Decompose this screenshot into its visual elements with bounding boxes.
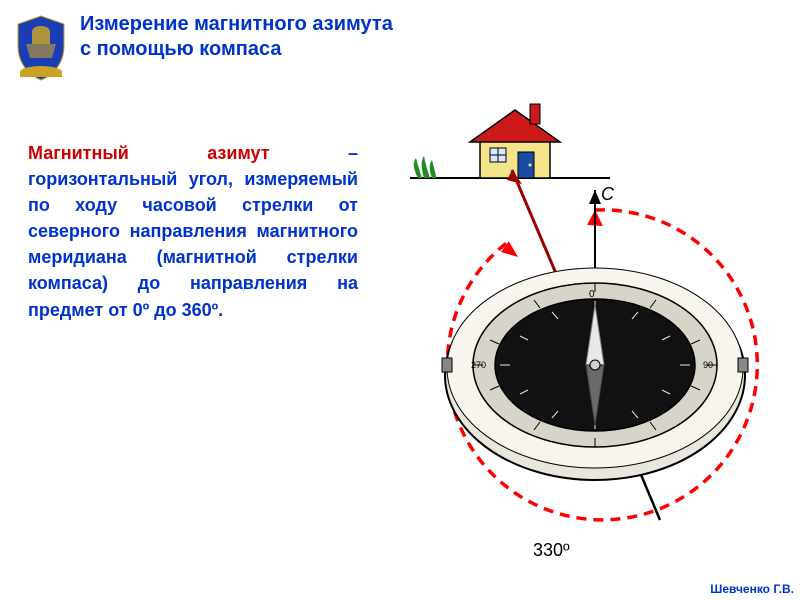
azimuth-value-label: 330º — [533, 540, 570, 561]
compass-icon: 0 90 270 — [442, 268, 748, 480]
svg-text:270: 270 — [471, 360, 486, 370]
house-icon — [470, 104, 560, 178]
definition-paragraph: Магнитный азимут – горизонтальный угол, … — [28, 140, 358, 323]
definition-term: Магнитный азимут — [28, 143, 270, 163]
grass-icon — [414, 156, 436, 178]
definition-body: – горизонтальный угол, измеряемый по ход… — [28, 143, 358, 320]
slide-title: Измерение магнитного азимута с помощью к… — [80, 12, 776, 62]
title-line-2: с помощью компаса — [80, 37, 776, 62]
footer-credit: Шевченко Г.В. — [710, 582, 794, 596]
azimuth-figure: С 0 90 — [370, 100, 770, 530]
title-line-1: Измерение магнитного азимута — [80, 12, 776, 37]
svg-text:90: 90 — [703, 360, 713, 370]
north-letter: С — [601, 184, 615, 204]
org-logo — [12, 14, 70, 82]
